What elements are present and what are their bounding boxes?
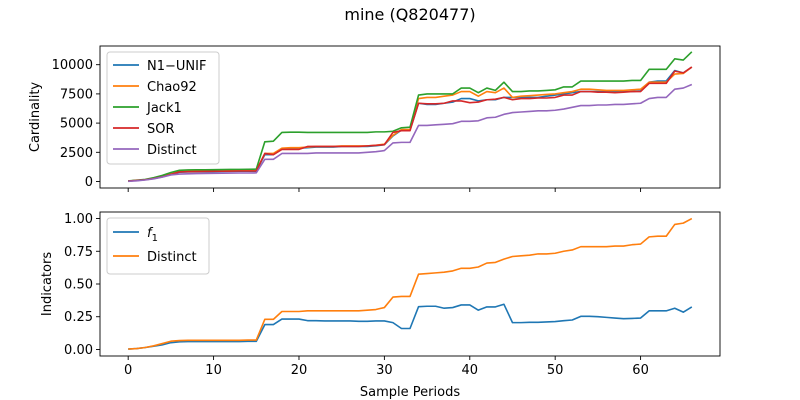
legend-label: N1−UNIF [147, 59, 206, 74]
series-line-sor [128, 66, 693, 182]
y-tick-label: 2500 [60, 146, 93, 161]
legend-item: Distinct [113, 143, 197, 158]
x-tick-label: 60 [632, 363, 649, 378]
series-line-distinct [128, 217, 693, 350]
legend-item: SOR [113, 122, 175, 137]
legend: f1 Distinct [106, 217, 210, 275]
y-tick-label: 0.75 [64, 245, 93, 260]
series-line-jack1 [128, 51, 693, 182]
legend-item: Jack1 [113, 101, 182, 116]
series-line-f1 [128, 303, 693, 350]
y-axis-label: Indicators [40, 252, 55, 316]
bottom-chart-indicators: 0 10 20 30 40 50 60 0.00 0.25 0.50 0.75 1.00 Indicat… [40, 211, 721, 400]
x-axis-label: Sample Periods [360, 385, 460, 400]
legend-item: Chao92 [113, 80, 197, 95]
y-tick-label: 0 [85, 175, 93, 190]
y-tick-label: 1.00 [64, 212, 93, 227]
x-tick-label: 40 [462, 363, 479, 378]
legend-item: f1 [113, 226, 158, 244]
legend-label: Jack1 [146, 101, 182, 116]
legend-box [106, 217, 210, 275]
legend-box [106, 51, 220, 165]
x-tick-label: 10 [205, 363, 222, 378]
legend-item: N1−UNIF [113, 59, 206, 74]
legend-label: Chao92 [147, 80, 197, 95]
x-tick-label: 50 [547, 363, 564, 378]
y-tick-label: 7500 [60, 87, 93, 102]
series-line-distinct [128, 83, 693, 183]
legend-label: Distinct [147, 143, 197, 158]
x-tick-label: 20 [291, 363, 308, 378]
legend-label: f1 [147, 226, 158, 244]
legend: N1−UNIF Chao92 Jack1 SOR Distinct [106, 51, 220, 165]
figure-title: mine (Q820477) [344, 5, 475, 24]
x-tick-label: 0 [124, 363, 132, 378]
y-axis-label: Cardinality [28, 82, 43, 153]
y-tick-label: 0.00 [64, 343, 93, 358]
y-tick-label: 0.25 [64, 310, 93, 325]
top-chart-cardinality: 0 2500 5000 7500 10000 Cardinality N1−UNIF Chao… [28, 45, 721, 192]
legend-item: Distinct [113, 250, 197, 265]
y-tick-label: 5000 [60, 117, 93, 132]
y-tick-label: 0.50 [64, 278, 93, 293]
axes-frame [99, 45, 721, 189]
y-tick-label: 10000 [52, 58, 93, 73]
legend-label: Distinct [147, 250, 197, 265]
legend-label: SOR [147, 122, 175, 137]
x-tick-label: 30 [376, 363, 393, 378]
